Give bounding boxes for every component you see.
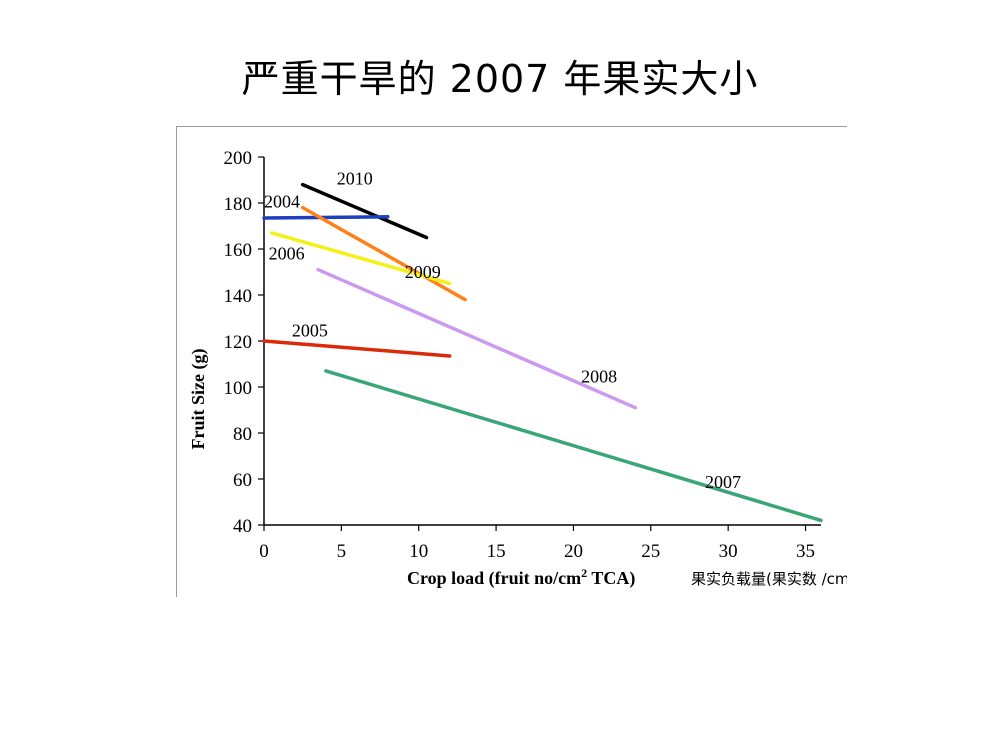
chart-axes: 40 60 80 100 120 140 160 180 200 0 5 10 15 20 25 30 35: [224, 148, 821, 562]
series-line-2007: [324, 369, 823, 523]
x-tick-label: 30: [719, 541, 738, 562]
y-ticks: 40 60 80 100 120 140 160 180 200: [224, 148, 264, 537]
y-tick-label: 140: [224, 286, 253, 307]
y-tick-label: 100: [224, 378, 253, 399]
slide-title: 严重干旱的 2007 年果实大小: [241, 57, 759, 101]
x-tick-label: 25: [641, 541, 660, 562]
x-axis-title: Crop load (fruit no/cm2 TCA): [407, 566, 635, 589]
series-label-2009: 2009: [405, 262, 441, 282]
series-label-2007: 2007: [705, 472, 741, 492]
x-tick-label: 20: [564, 541, 583, 562]
series-line-2009: [300, 205, 467, 302]
x-tick-label: 5: [337, 541, 347, 562]
series-line-2008: [316, 267, 638, 410]
y-tick-label: 40: [233, 516, 252, 537]
x-tick-label: 10: [409, 541, 428, 562]
y-tick-label: 200: [224, 148, 253, 169]
chart-frame: 40 60 80 100 120 140 160 180 200 0 5 10 15 20 25 30 35 …: [176, 126, 847, 597]
y-axis-title: Fruit Size (g): [188, 349, 209, 450]
series-label-2004: 2004: [264, 192, 300, 212]
x-tick-label: 15: [487, 541, 506, 562]
y-tick-label: 120: [224, 332, 253, 353]
x-axis-title-tail: TCA): [587, 568, 635, 589]
series-line-2004: [262, 215, 390, 220]
series-label-2008: 2008: [581, 366, 617, 386]
series-line-2005: [262, 339, 452, 358]
x-axis-title-sup: 2: [581, 566, 587, 580]
x-tick-label: 35: [796, 541, 815, 562]
series-label-2006: 2006: [269, 243, 305, 263]
series-label-2005: 2005: [292, 320, 328, 340]
series-line-2010: [300, 182, 429, 240]
y-tick-label: 160: [224, 240, 253, 261]
x-tick-label: 0: [259, 541, 269, 562]
series-labels: 2010 2004 2009 2006 2008 2005 2007: [264, 169, 741, 493]
x-ticks: 0 5 10 15 20 25 30 35: [259, 525, 815, 562]
series-label-2010: 2010: [337, 169, 373, 189]
series-lines: [262, 182, 823, 523]
y-tick-label: 80: [233, 424, 252, 445]
y-tick-label: 60: [233, 470, 252, 491]
series-line-2006: [269, 231, 452, 286]
x-axis-title-main: Crop load (fruit no/cm: [407, 568, 581, 589]
y-tick-label: 180: [224, 194, 253, 215]
